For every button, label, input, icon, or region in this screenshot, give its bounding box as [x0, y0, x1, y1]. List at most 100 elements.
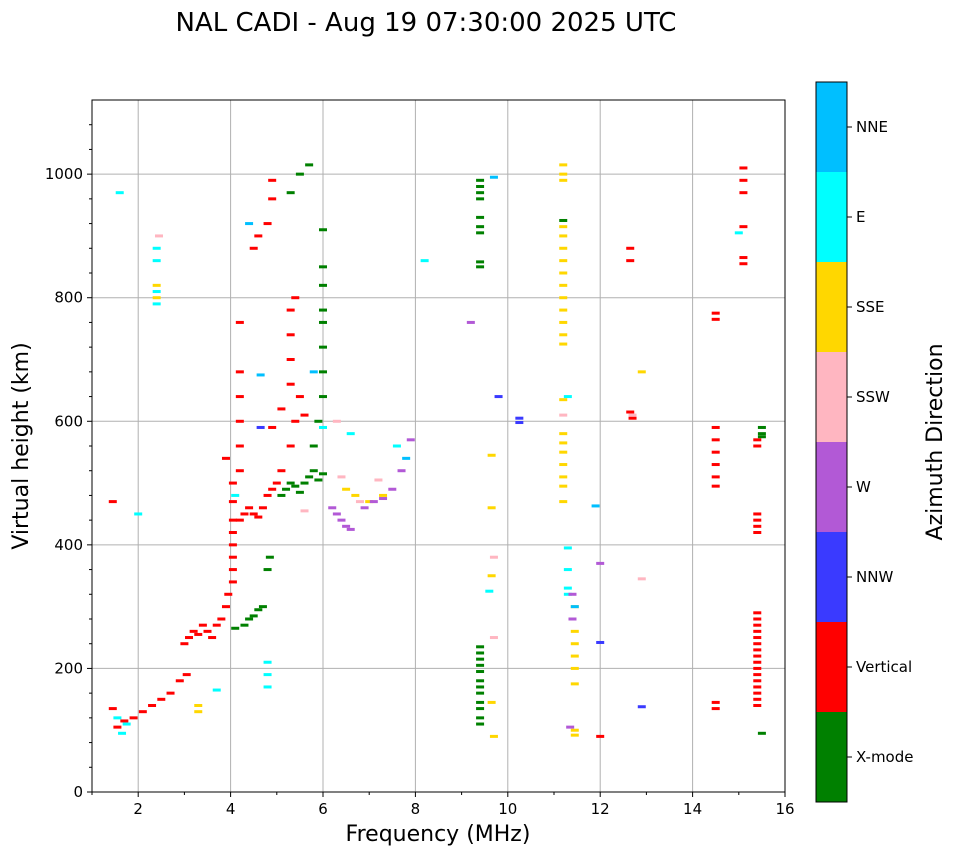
- echo-point-ssw: [332, 419, 341, 423]
- echo-point-vertical: [182, 673, 191, 677]
- echo-point-vertical: [753, 642, 762, 646]
- colorbar-label: SSW: [856, 388, 890, 406]
- colorbar: X-mode Vertical NNW W SSW SSE E NNE: [815, 81, 913, 803]
- echo-point-vertical: [228, 580, 237, 584]
- echo-point-vertical: [268, 178, 277, 182]
- echo-point-vertical: [268, 425, 277, 429]
- echo-point-nnw: [596, 640, 605, 644]
- echo-point-sse: [559, 450, 568, 454]
- echo-point-e: [485, 589, 494, 593]
- echo-point-sse: [570, 629, 579, 633]
- echo-point-vertical: [228, 500, 237, 504]
- echo-point-vertical: [228, 543, 237, 547]
- echo-point-sse: [559, 163, 568, 167]
- echo-point-vertical: [753, 438, 762, 442]
- echo-point-vertical: [194, 632, 203, 636]
- echo-point-vertical: [711, 484, 720, 488]
- echo-point-vertical: [739, 166, 748, 170]
- echo-point-ssw: [154, 234, 163, 238]
- echo-point-nnw: [494, 395, 503, 399]
- echo-point-w: [379, 497, 388, 501]
- echo-point-e: [734, 231, 743, 235]
- echo-point-x-mode: [757, 731, 766, 735]
- echo-point-w: [596, 561, 605, 565]
- echo-point-vertical: [268, 487, 277, 491]
- echo-point-vertical: [217, 617, 226, 621]
- echo-point-e: [263, 673, 272, 677]
- echo-point-sse: [570, 728, 579, 732]
- echo-point-sse: [365, 500, 374, 504]
- echo-point-e: [319, 425, 327, 429]
- echo-point-sse: [559, 333, 568, 337]
- colorbar-label: X-mode: [856, 748, 913, 766]
- x-tick-label: 12: [591, 800, 610, 818]
- echo-point-sse: [379, 493, 388, 497]
- echo-point-vertical: [235, 320, 244, 324]
- echo-point-x-mode: [476, 670, 485, 674]
- echo-point-e: [152, 302, 161, 306]
- colorbar-title: Azimuth Direction: [923, 343, 948, 540]
- echo-point-x-mode: [263, 568, 272, 572]
- echo-point-sse: [559, 398, 568, 402]
- echo-point-vertical: [711, 317, 720, 321]
- echo-point-sse: [559, 320, 568, 324]
- echo-point-vertical: [628, 416, 637, 420]
- echo-point-vertical: [228, 568, 237, 572]
- echo-point-x-mode: [319, 345, 327, 349]
- echo-point-x-mode: [476, 645, 485, 649]
- echo-point-x-mode: [757, 425, 766, 429]
- echo-point-vertical: [212, 623, 221, 627]
- echo-point-vertical: [254, 515, 263, 519]
- echo-point-e: [563, 568, 572, 572]
- echo-point-w: [346, 527, 355, 531]
- echo-point-sse: [487, 453, 496, 457]
- colorbar-label: E: [856, 208, 865, 226]
- echo-point-vertical: [277, 469, 286, 473]
- echo-point-x-mode: [319, 370, 327, 374]
- echo-point-sse: [559, 342, 568, 346]
- echo-point-x-mode: [240, 623, 249, 627]
- echo-point-sse: [559, 246, 568, 250]
- echo-point-vertical: [295, 395, 304, 399]
- echo-point-x-mode: [249, 614, 258, 618]
- x-tick-label: 10: [498, 800, 517, 818]
- echo-point-vertical: [263, 222, 272, 226]
- echo-point-vertical: [711, 311, 720, 315]
- echo-point-vertical: [753, 629, 762, 633]
- echo-point-x-mode: [300, 481, 309, 485]
- grid-lines: [92, 100, 785, 792]
- echo-point-sse: [559, 500, 568, 504]
- echo-point-vertical: [235, 518, 244, 522]
- echo-point-e: [212, 688, 221, 692]
- echo-point-w: [566, 725, 575, 729]
- echo-point-x-mode: [559, 218, 568, 222]
- echo-point-x-mode: [282, 487, 291, 491]
- echo-point-vertical: [185, 636, 194, 640]
- echo-point-e: [115, 191, 124, 195]
- echo-point-vertical: [753, 512, 762, 516]
- echo-point-sse: [559, 172, 568, 176]
- chart-title: NAL CADI - Aug 19 07:30:00 2025 UTC: [176, 8, 677, 38]
- echo-point-vertical: [739, 256, 748, 260]
- echo-point-sse: [489, 734, 498, 738]
- echo-point-w: [397, 469, 406, 473]
- echo-point-vertical: [286, 358, 295, 361]
- echo-point-x-mode: [476, 225, 485, 229]
- echo-point-sse: [559, 463, 568, 467]
- echo-point-vertical: [753, 685, 762, 689]
- x-tick-label: 8: [411, 800, 421, 818]
- echo-point-e: [113, 716, 122, 720]
- echo-point-vertical: [249, 512, 258, 516]
- echo-point-nne: [402, 456, 411, 460]
- echo-point-x-mode: [319, 228, 327, 232]
- y-tick-label: 800: [54, 289, 83, 307]
- echo-point-sse: [637, 370, 646, 374]
- echo-point-vertical: [711, 438, 720, 442]
- echo-point-sse: [152, 296, 161, 300]
- echo-point-sse: [559, 308, 568, 312]
- echo-point-vertical: [228, 518, 237, 522]
- echo-point-sse: [559, 178, 568, 182]
- echo-point-e: [152, 290, 161, 294]
- y-tick-label: 1000: [45, 165, 83, 183]
- echo-point-nnw: [256, 425, 265, 429]
